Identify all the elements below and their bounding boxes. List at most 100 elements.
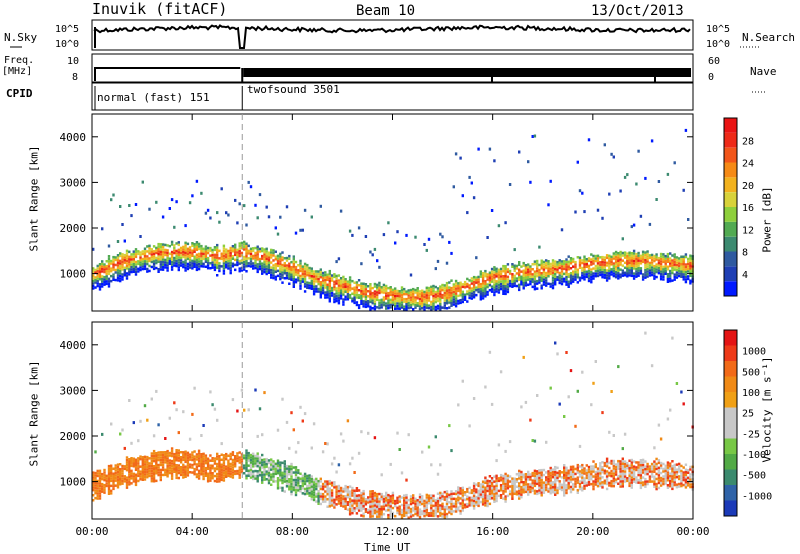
data-cell <box>321 487 325 491</box>
data-cell <box>412 292 415 296</box>
data-cell <box>193 462 196 466</box>
data-cell <box>545 486 548 489</box>
data-cell <box>101 487 104 491</box>
data-cell <box>396 496 399 500</box>
data-cell <box>294 265 298 269</box>
data-cell <box>427 286 431 290</box>
data-cell <box>339 287 343 290</box>
data-cell <box>601 476 604 479</box>
data-cell <box>184 453 187 456</box>
data-cell <box>536 267 539 270</box>
data-cell <box>454 294 458 298</box>
data-cell <box>252 472 255 476</box>
data-cell <box>515 279 519 283</box>
data-cell <box>436 497 440 500</box>
data-cell <box>659 267 663 271</box>
data-cell <box>143 473 147 476</box>
data-cell <box>315 477 318 481</box>
data-cell <box>662 467 665 471</box>
data-cell <box>610 482 613 485</box>
data-cell <box>220 463 223 466</box>
data-cell <box>585 474 588 477</box>
data-cell <box>409 497 413 501</box>
data-cell <box>177 451 180 455</box>
data-cell <box>319 283 322 286</box>
data-cell <box>581 266 584 270</box>
data-cell <box>558 470 561 473</box>
data-cell <box>234 263 237 267</box>
data-cell <box>292 260 295 263</box>
data-cell <box>283 272 286 275</box>
data-cell <box>481 480 485 483</box>
data-cell <box>299 228 302 232</box>
data-cell <box>168 244 171 248</box>
data-cell <box>98 472 102 475</box>
data-cell <box>551 281 555 285</box>
data-cell <box>605 264 609 267</box>
data-cell <box>617 262 620 265</box>
data-cell <box>506 288 510 291</box>
data-cell <box>112 485 115 488</box>
data-cell <box>186 451 190 455</box>
data-cell <box>283 267 286 270</box>
data-cell <box>551 486 555 489</box>
data-cell <box>146 468 149 471</box>
data-cell <box>594 257 597 260</box>
data-cell <box>319 497 322 501</box>
data-cell <box>337 484 341 488</box>
data-cell <box>578 485 582 488</box>
data-cell <box>628 484 631 488</box>
data-cell <box>92 287 95 290</box>
data-cell <box>623 462 627 466</box>
colorbar-tick-label: 4 <box>742 270 748 281</box>
data-cell <box>98 494 102 498</box>
data-cell <box>227 454 230 457</box>
data-cell <box>421 292 424 295</box>
data-cell <box>225 470 228 473</box>
data-cell <box>520 275 523 278</box>
data-cell <box>146 255 149 258</box>
data-cell <box>387 296 390 300</box>
data-cell <box>272 470 275 473</box>
data-cell <box>218 460 221 463</box>
data-cell <box>511 275 514 278</box>
data-cell <box>484 272 487 275</box>
data-cell <box>448 306 451 309</box>
data-cell <box>448 506 451 509</box>
data-cell <box>247 456 250 460</box>
data-cell <box>407 433 410 437</box>
data-cell <box>423 514 426 518</box>
data-cell <box>281 281 284 284</box>
data-cell <box>385 289 388 293</box>
data-cell <box>441 293 444 297</box>
data-cell <box>125 478 129 482</box>
data-cell <box>204 253 208 256</box>
data-cell <box>290 485 293 488</box>
data-cell <box>382 505 386 508</box>
data-cell <box>173 251 176 255</box>
data-cell <box>558 279 561 282</box>
data-cell <box>371 286 374 290</box>
data-cell <box>216 457 219 461</box>
y-tick-label: 4000 <box>60 131 87 144</box>
data-cell <box>369 495 372 498</box>
data-cell <box>459 299 462 302</box>
data-cell <box>184 249 187 252</box>
data-cell <box>263 258 266 261</box>
data-cell <box>641 255 645 259</box>
data-cell <box>488 497 492 501</box>
data-cell <box>285 482 289 485</box>
data-cell <box>443 490 446 494</box>
data-cell <box>227 474 230 478</box>
data-cell <box>270 271 273 274</box>
data-cell <box>184 475 187 478</box>
data-cell <box>531 278 534 281</box>
data-cell <box>678 257 681 260</box>
data-cell <box>159 471 162 474</box>
data-cell <box>297 484 300 487</box>
data-cell <box>258 407 262 411</box>
data-cell <box>614 470 618 474</box>
data-cell <box>243 240 246 244</box>
data-cell <box>531 280 534 284</box>
data-cell <box>493 485 496 488</box>
